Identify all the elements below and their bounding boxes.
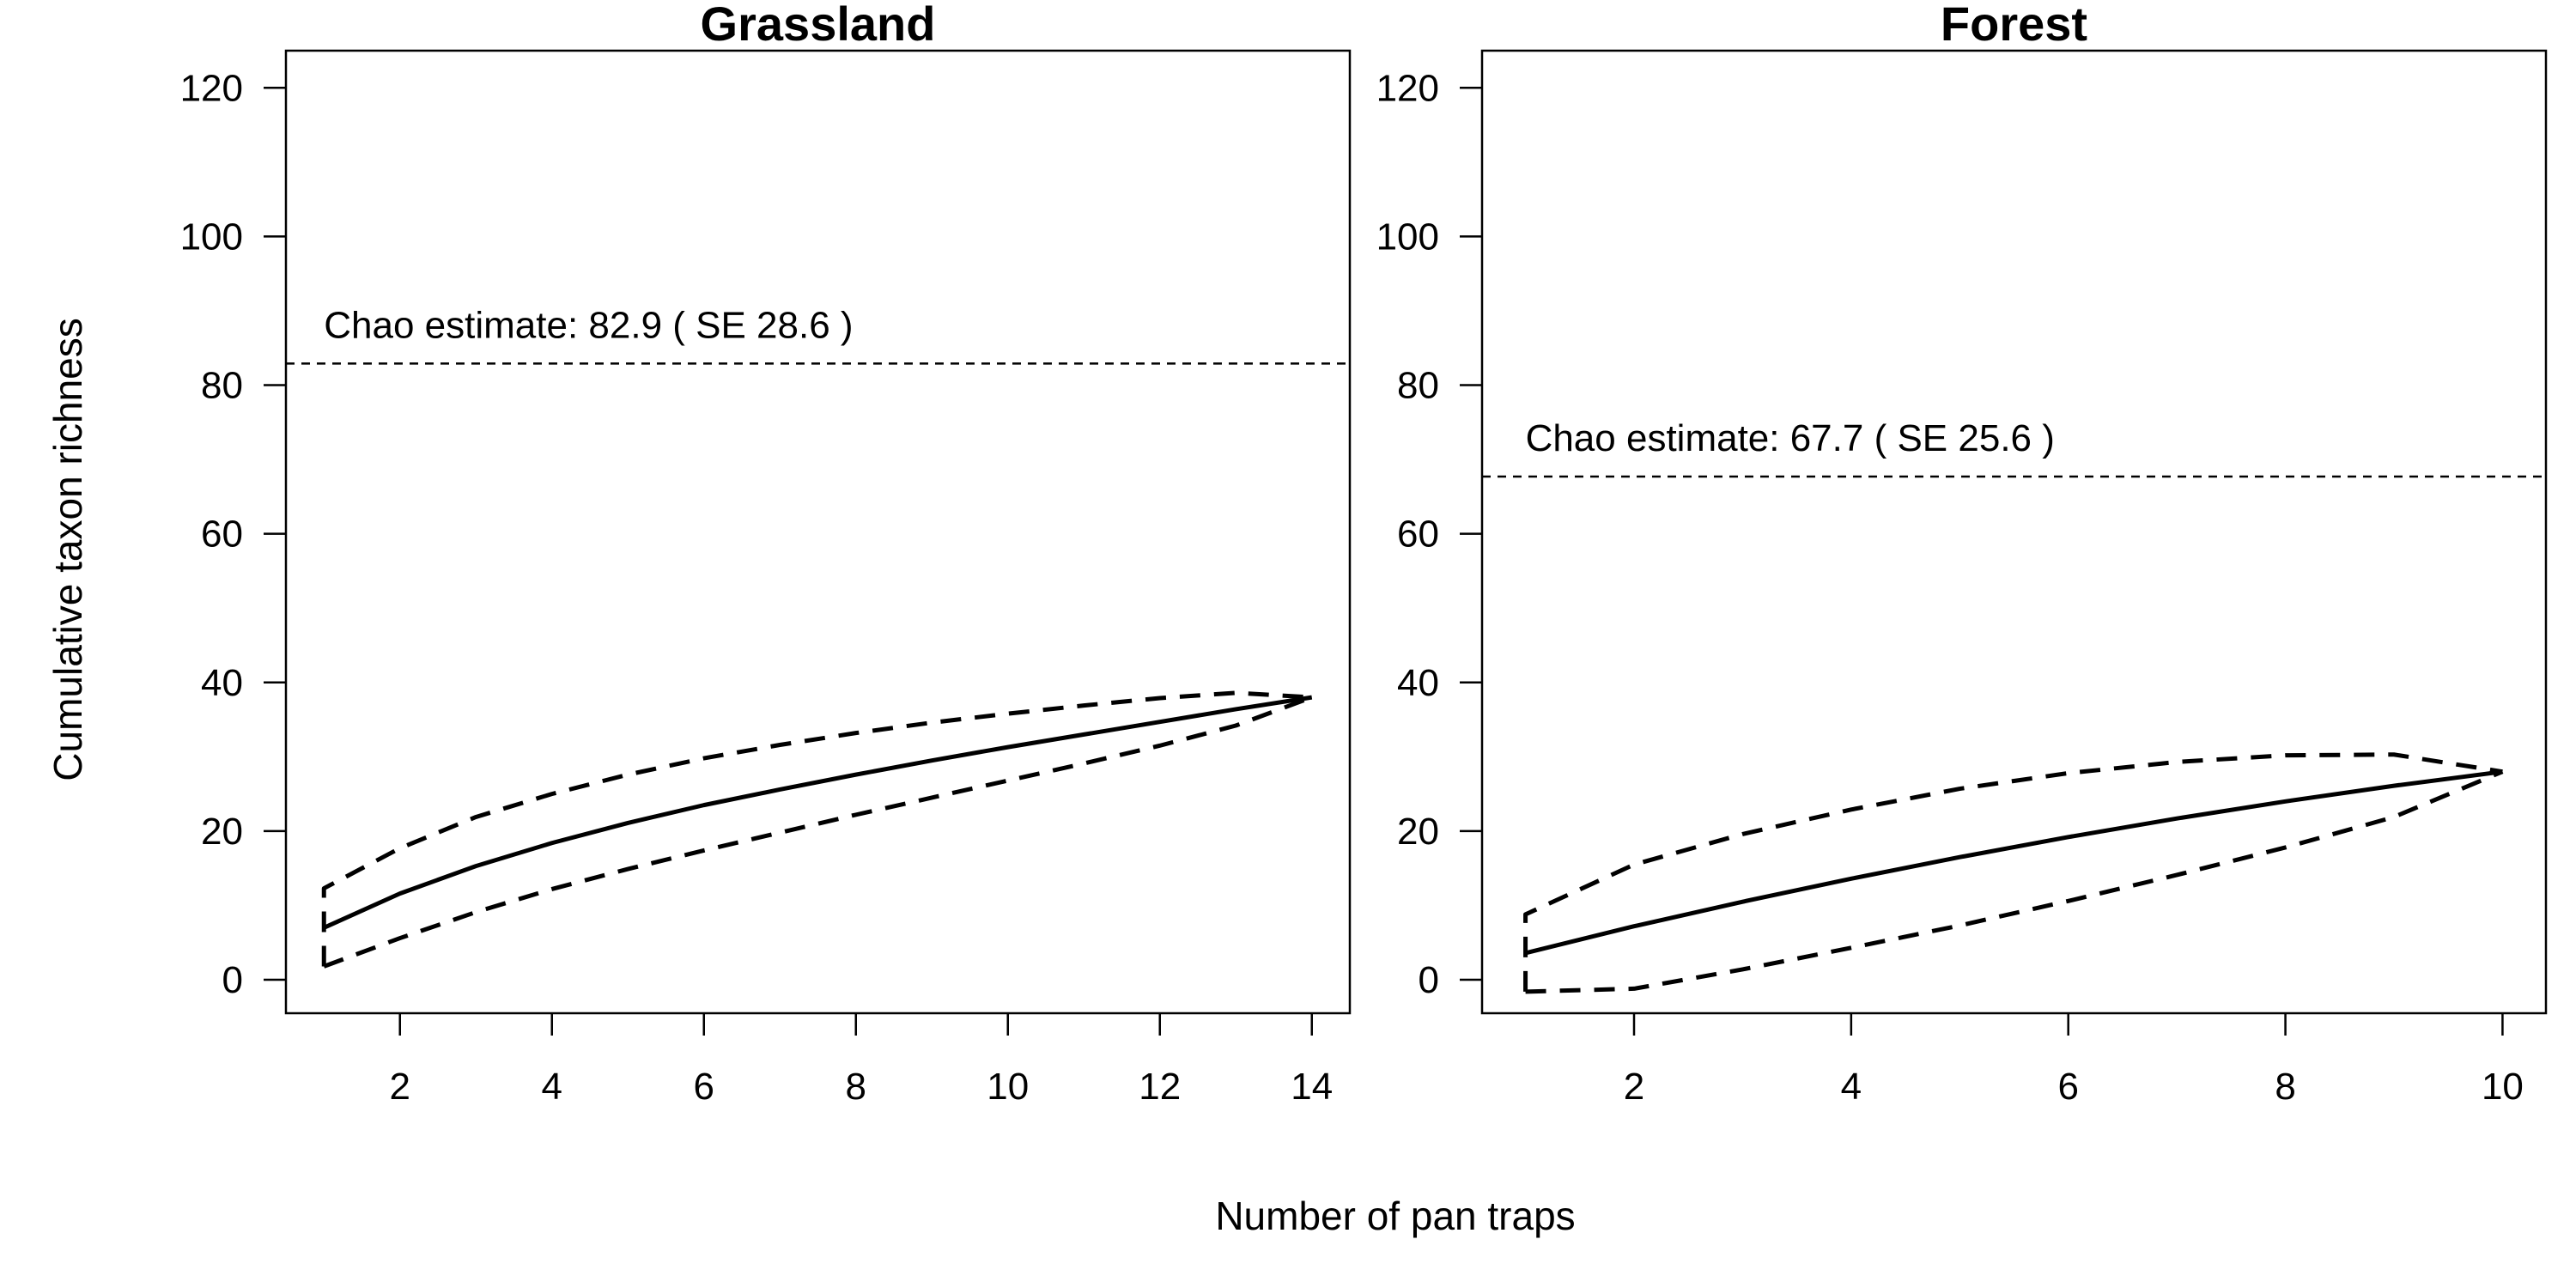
x-tick-label: 12 — [1139, 1066, 1181, 1108]
x-tick-label: 10 — [987, 1066, 1029, 1108]
x-tick-label: 2 — [390, 1066, 410, 1108]
mean-richness-line — [1526, 772, 2503, 953]
panel-title: Forest — [1941, 0, 2087, 51]
y-tick-label: 20 — [1397, 811, 1439, 853]
y-tick-label: 0 — [222, 959, 243, 1001]
y-tick-label: 60 — [1397, 513, 1439, 556]
y-tick-label: 20 — [201, 811, 243, 853]
x-tick-label: 6 — [694, 1066, 714, 1108]
y-tick-label: 80 — [201, 365, 243, 407]
x-tick-label: 8 — [2275, 1066, 2295, 1108]
upper-bound-line — [324, 693, 1312, 967]
x-tick-label: 2 — [1624, 1066, 1644, 1108]
x-tick-label: 6 — [2057, 1066, 2078, 1108]
chao-estimate-label: Chao estimate: 67.7 ( SE 25.6 ) — [1526, 417, 2055, 459]
x-tick-label: 4 — [1841, 1066, 1862, 1108]
x-tick-label: 8 — [846, 1066, 866, 1108]
mean-richness-line — [324, 697, 1312, 927]
panel-title: Grassland — [701, 0, 936, 51]
chao-estimate-label: Chao estimate: 82.9 ( SE 28.6 ) — [324, 304, 853, 346]
y-tick-label: 0 — [1419, 959, 1439, 1001]
plot-frame — [286, 51, 1350, 1013]
panel-forest: Forest 0 20 40 60 80 100 120 2 4 6 8 10 Chao estimate… — [1376, 0, 2546, 1108]
y-tick-label: 40 — [201, 662, 243, 704]
y-tick-label: 100 — [180, 216, 243, 258]
y-tick-label: 120 — [1376, 67, 1439, 109]
y-tick-label: 120 — [180, 67, 243, 109]
x-tick-label: 10 — [2482, 1066, 2524, 1108]
plot-frame — [1482, 51, 2546, 1013]
x-axis-title: Number of pan traps — [1215, 1194, 1575, 1238]
y-tick-label: 40 — [1397, 662, 1439, 704]
y-tick-label: 60 — [201, 513, 243, 556]
panel-grassland: Grassland 0 20 40 60 80 100 120 2 4 6 8 10 12 14 Chao e… — [180, 0, 1350, 1108]
x-tick-label: 4 — [542, 1066, 562, 1108]
y-tick-label: 100 — [1376, 216, 1439, 258]
lower-bound-line — [1526, 772, 2503, 992]
y-axis-title: Cumulative taxon richness — [46, 318, 90, 781]
x-tick-label: 14 — [1291, 1066, 1333, 1108]
y-tick-label: 80 — [1397, 365, 1439, 407]
